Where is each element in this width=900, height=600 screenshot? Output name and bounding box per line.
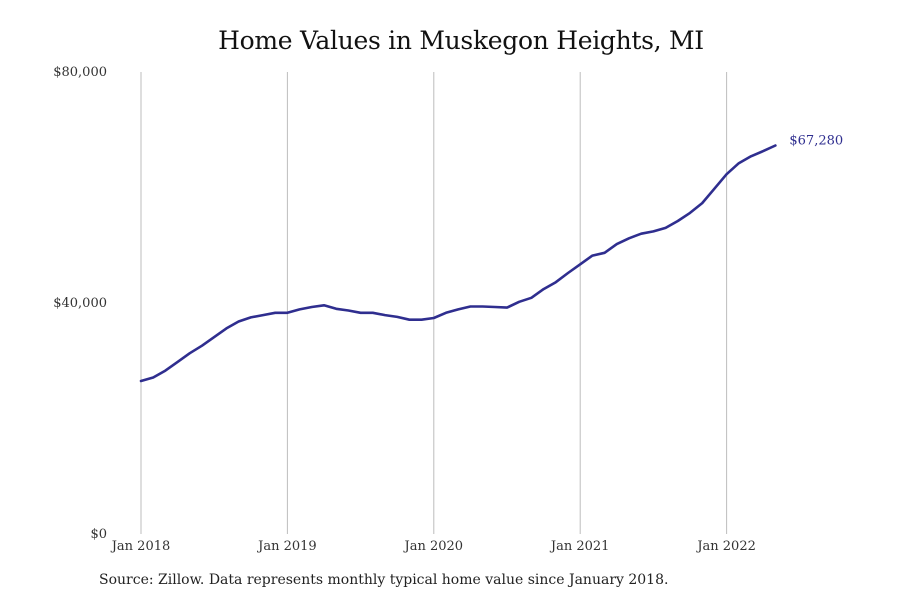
- chart-title: Home Values in Muskegon Heights, MI: [218, 26, 704, 55]
- gridlines: [140, 72, 728, 534]
- source-note: Source: Zillow. Data represents monthly …: [99, 572, 669, 588]
- x-tick-label: Jan 2019: [256, 539, 317, 554]
- series-line: [139, 144, 777, 383]
- series: $67,280: [139, 133, 843, 383]
- x-tick-label: Jan 2018: [110, 539, 171, 554]
- x-tick-label: Jan 2022: [695, 539, 756, 554]
- y-tick-label: $80,000: [53, 65, 107, 80]
- axis-labels: Jan 2018 Jan 2019 Jan 2020 Jan 2021 Jan 2022…: [53, 65, 756, 554]
- y-tick-label: $40,000: [53, 296, 107, 311]
- x-tick-label: Jan 2021: [549, 539, 610, 554]
- end-value-label: $67,280: [789, 133, 843, 148]
- y-tick-label: $0: [90, 527, 107, 542]
- x-tick-label: Jan 2020: [403, 539, 464, 554]
